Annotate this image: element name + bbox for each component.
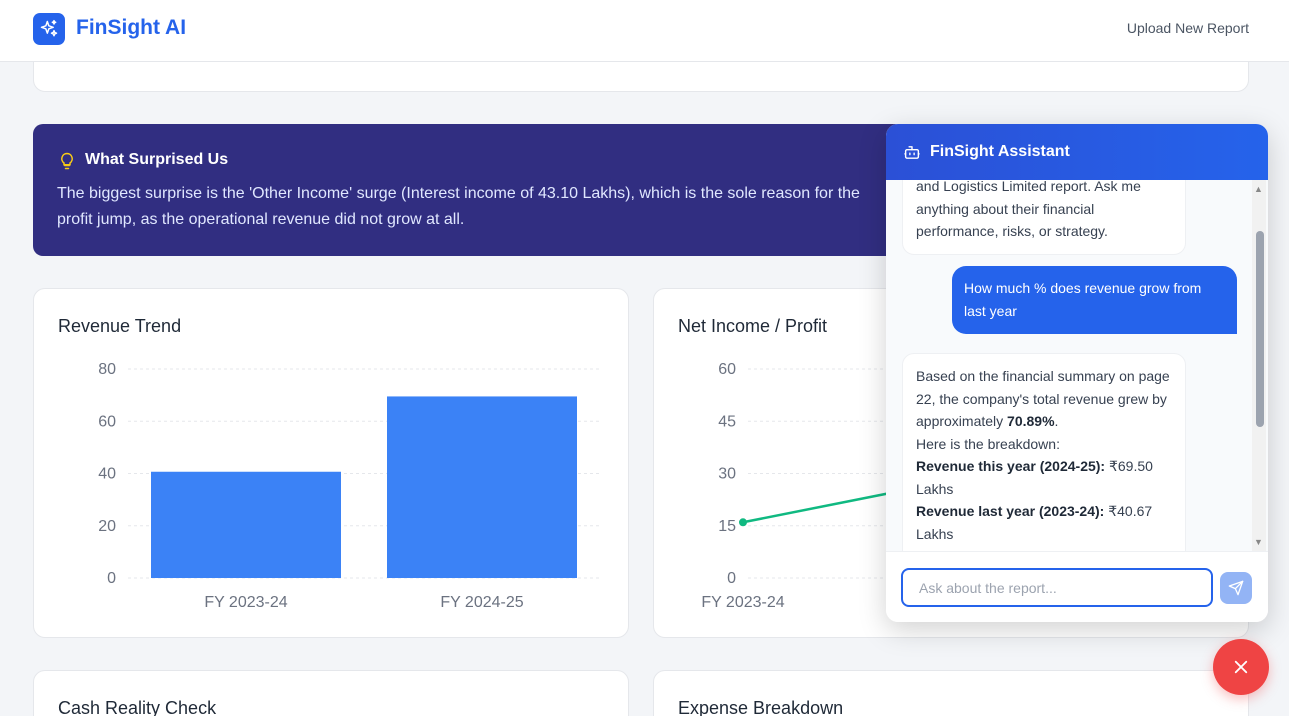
user-message-text: How much % does revenue grow from last y… [964, 280, 1202, 319]
y-tick-label: 60 [718, 361, 736, 378]
revenue-trend-title: Revenue Trend [58, 316, 182, 336]
y-tick-label: 40 [98, 466, 116, 483]
bot-message-reply: Based on the financial summary on page 2… [902, 353, 1186, 551]
y-tick-label: 45 [718, 413, 736, 430]
x-tick-label: FY 2023-24 [701, 594, 784, 611]
send-button[interactable] [1220, 572, 1252, 604]
x-tick-label: FY 2023-24 [204, 594, 287, 611]
profit-point[interactable] [739, 518, 747, 527]
surprise-title: What Surprised Us [85, 151, 229, 168]
revenue-bar[interactable] [151, 471, 341, 578]
chat-title: FinSight Assistant [930, 143, 1070, 160]
reply-rev-last-value: ₹40.67 Lakhs [916, 503, 1153, 542]
close-icon [1234, 660, 1248, 674]
chat-input[interactable] [901, 568, 1213, 607]
reply-line1-end: . [1054, 413, 1059, 429]
reply-line2: Here is the breakdown: [916, 435, 1060, 452]
surprise-text: The biggest surprise is the 'Other Incom… [57, 185, 860, 228]
profit-line [742, 491, 895, 524]
reply-rev-last-label: Revenue last year (2023-24): [916, 503, 1105, 519]
reply-line1: Based on the financial summary on page 2… [916, 368, 1170, 429]
scroll-down-arrow-icon[interactable]: ▼ [1254, 537, 1263, 547]
reply-rev-this-label: Revenue this year (2024-25): [916, 458, 1106, 474]
revenue-trend-chart: 0 20 40 60 80 FY 2023-24 FY 2024-25 [98, 361, 600, 611]
y-tick-label: 0 [727, 570, 736, 587]
y-tick-label: 30 [718, 466, 736, 483]
y-tick-label: 60 [98, 413, 116, 430]
scroll-up-arrow-icon[interactable]: ▲ [1254, 184, 1263, 194]
top-bar: FinSight AI Upload New Report [0, 0, 1289, 62]
x-tick-label: FY 2024-25 [440, 594, 523, 611]
reply-growth: 70.89% [1007, 413, 1055, 429]
bot-message-intro: and Logistics Limited report. Ask me any… [902, 180, 1186, 255]
chat-panel: FinSight Assistant and Logistics Limited… [886, 124, 1268, 622]
chat-scroll-thumb[interactable] [1256, 231, 1264, 427]
chat-messages[interactable]: and Logistics Limited report. Ask me any… [886, 180, 1268, 551]
bot-icon [904, 146, 920, 159]
y-tick-label: 15 [718, 518, 736, 535]
upload-new-report-link[interactable]: Upload New Report [1126, 20, 1249, 36]
reply-rev-this-value: ₹69.50 Lakhs [916, 458, 1153, 497]
lightbulb-icon [61, 152, 73, 170]
net-income-title: Net Income / Profit [678, 316, 828, 336]
y-tick-label: 80 [98, 361, 116, 378]
expense-breakdown-title: Expense Breakdown [678, 698, 844, 716]
cash-reality-card: Cash Reality Check [33, 670, 629, 716]
chat-header: FinSight Assistant [886, 124, 1268, 180]
sparkles-icon [33, 13, 65, 45]
revenue-trend-card: Revenue Trend 0 20 40 60 80 FY 2023-24 FY 2024… [33, 288, 629, 638]
cash-reality-title: Cash Reality Check [58, 698, 217, 716]
close-chat-button[interactable] [1213, 639, 1269, 695]
user-message: How much % does revenue grow from last y… [952, 266, 1237, 334]
chat-footer [886, 551, 1268, 622]
chat-scrollbar[interactable]: ▲ ▼ [1252, 180, 1266, 551]
brand-name[interactable]: FinSight AI [76, 16, 187, 39]
revenue-bar[interactable] [387, 396, 577, 578]
intro-text: and Logistics Limited report. Ask me any… [916, 180, 1141, 239]
expense-breakdown-card: Expense Breakdown [653, 670, 1249, 716]
y-tick-label: 20 [98, 518, 116, 535]
send-icon [1228, 580, 1244, 596]
y-tick-label: 0 [107, 570, 116, 587]
